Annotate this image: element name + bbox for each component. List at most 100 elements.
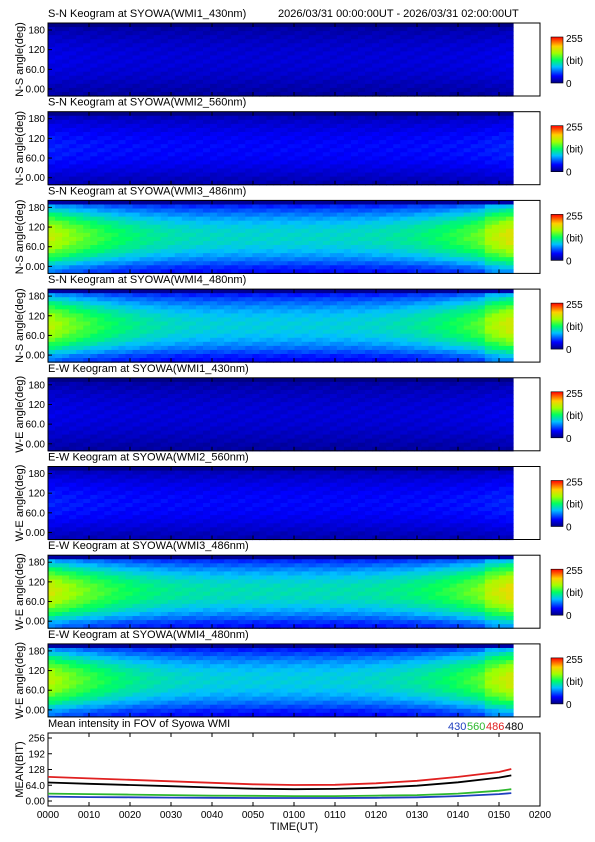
panel-title: E-W Keogram at SYOWA(WMI3_486nm) xyxy=(48,540,249,552)
panel-ytick: 120 xyxy=(28,45,45,56)
line-xtick: 0040 xyxy=(201,810,224,821)
panel-ytick: 60.0 xyxy=(26,597,46,608)
series-line-480 xyxy=(47,774,512,791)
colorbar xyxy=(550,568,564,616)
panel-title: E-W Keogram at SYOWA(WMI4_480nm) xyxy=(48,629,249,641)
panel-ytick: 0.00 xyxy=(26,617,46,628)
colorbar-min: 0 xyxy=(566,523,572,534)
panel-ytick: 120 xyxy=(28,666,45,677)
colorbar-unit: (bit) xyxy=(566,233,583,244)
panel-ytick: 180 xyxy=(28,114,45,125)
legend-486: 486 xyxy=(486,721,504,733)
line-xtick: 0020 xyxy=(119,810,142,821)
legend-560: 560 xyxy=(467,721,485,733)
colorbar-unit: (bit) xyxy=(566,322,583,333)
colorbar-max: 255 xyxy=(566,300,583,311)
panel-ylabel: N-S angle(deg) xyxy=(14,22,26,97)
panel-title: S-N Keogram at SYOWA(WMI1_430nm) xyxy=(48,8,246,20)
panel-title: S-N Keogram at SYOWA(WMI4_480nm) xyxy=(48,274,246,286)
panel-ytick: 60.0 xyxy=(26,65,46,76)
legend-480: 480 xyxy=(505,721,523,733)
panel-ytick: 180 xyxy=(28,558,45,569)
keogram-image xyxy=(48,289,514,363)
panel-ylabel: N-S angle(deg) xyxy=(14,288,26,363)
panel-title: S-N Keogram at SYOWA(WMI2_560nm) xyxy=(48,97,246,109)
panel-ytick: 120 xyxy=(28,400,45,411)
line-xtick: 0120 xyxy=(365,810,388,821)
keogram-panel-6: E-W Keogram at SYOWA(WMI2_560nm) W-E angl… xyxy=(14,452,583,542)
line-xtick: 0050 xyxy=(242,810,265,821)
line-chart-title: Mean intensity in FOV of Syowa WMI xyxy=(48,718,230,730)
keogram-image xyxy=(48,111,514,186)
keogram-panel-2: S-N Keogram at SYOWA(WMI2_560nm) N-S angl… xyxy=(14,97,583,186)
panel-ytick: 0.00 xyxy=(26,528,46,539)
keogram-image xyxy=(48,377,514,452)
keogram-panels: 2026/03/31 00:00:00UT - 2026/03/31 02:00… xyxy=(14,8,583,719)
panel-ytick: 180 xyxy=(28,292,45,303)
panel-title: S-N Keogram at SYOWA(WMI3_486nm) xyxy=(48,185,246,197)
line-ytick: 0.00 xyxy=(26,797,46,808)
line-ytick: 128 xyxy=(28,765,45,776)
colorbar xyxy=(550,302,564,350)
panel-ytick: 180 xyxy=(28,646,45,657)
series-line-430 xyxy=(47,792,512,799)
colorbar-max: 255 xyxy=(566,389,583,400)
panel-ytick: 0.00 xyxy=(26,173,46,184)
panel-ytick: 0.00 xyxy=(26,262,46,273)
panel-ytick: 120 xyxy=(28,134,45,145)
panel-ytick: 60.0 xyxy=(26,420,46,431)
colorbar-max: 255 xyxy=(566,655,583,666)
keogram-panel-1: 2026/03/31 00:00:00UT - 2026/03/31 02:00… xyxy=(14,8,583,97)
keogram-panel-8: E-W Keogram at SYOWA(WMI4_480nm) W-E angl… xyxy=(14,629,583,719)
line-xtick: 0000 xyxy=(37,810,60,821)
colorbar xyxy=(550,36,564,84)
keogram-image xyxy=(48,200,514,274)
panel-title: E-W Keogram at SYOWA(WMI2_560nm) xyxy=(48,452,249,464)
panel-ytick: 120 xyxy=(28,577,45,588)
line-xlabel: TIME(UT) xyxy=(270,821,318,833)
line-ytick: 192 xyxy=(28,749,45,760)
panel-ytick: 0.00 xyxy=(26,439,46,450)
colorbar-max: 255 xyxy=(566,34,583,45)
panel-ytick: 60.0 xyxy=(26,686,46,697)
panel-ytick: 180 xyxy=(28,26,45,37)
panel-ytick: 120 xyxy=(28,223,45,234)
panel-ytick: 180 xyxy=(28,380,45,391)
colorbar-max: 255 xyxy=(566,123,583,134)
colorbar-min: 0 xyxy=(566,611,572,622)
colorbar xyxy=(550,480,564,527)
panel-ytick: 60.0 xyxy=(26,508,46,519)
colorbar-min: 0 xyxy=(566,700,572,711)
panel-ytick: 0.00 xyxy=(26,85,46,96)
panel-ytick: 0.00 xyxy=(26,351,46,362)
colorbar-min: 0 xyxy=(566,345,572,356)
colorbar xyxy=(550,214,564,261)
keogram-panel-7: E-W Keogram at SYOWA(WMI3_486nm) W-E angl… xyxy=(14,540,583,630)
panel-ylabel: N-S angle(deg) xyxy=(14,200,26,275)
series-line-486 xyxy=(47,768,512,786)
colorbar-min: 0 xyxy=(566,79,572,90)
keogram-image xyxy=(48,466,514,541)
keogram-image xyxy=(48,643,514,718)
colorbar xyxy=(550,657,564,705)
keogram-image xyxy=(48,555,514,629)
colorbar-min: 0 xyxy=(566,168,572,179)
series-line-560 xyxy=(47,788,512,797)
panel-ytick: 60.0 xyxy=(26,242,46,253)
panel-ytick: 120 xyxy=(28,311,45,322)
line-ytick: 256 xyxy=(28,734,45,745)
panel-ylabel: W-E angle(deg) xyxy=(14,553,26,630)
legend-430: 430 xyxy=(448,721,466,733)
mean-intensity-panel: Mean intensity in FOV of Syowa WMI 430 560… xyxy=(14,718,552,833)
panel-ytick: 60.0 xyxy=(26,331,46,342)
line-ytick: 64.0 xyxy=(26,781,46,792)
colorbar xyxy=(550,391,564,439)
line-xtick: 0130 xyxy=(406,810,429,821)
line-xtick: 0200 xyxy=(529,810,552,821)
panel-ytick: 180 xyxy=(28,469,45,480)
colorbar-max: 255 xyxy=(566,566,583,577)
colorbar-unit: (bit) xyxy=(566,588,583,599)
keogram-panel-5: E-W Keogram at SYOWA(WMI1_430nm) W-E angl… xyxy=(14,363,583,453)
keogram-image xyxy=(48,23,514,97)
